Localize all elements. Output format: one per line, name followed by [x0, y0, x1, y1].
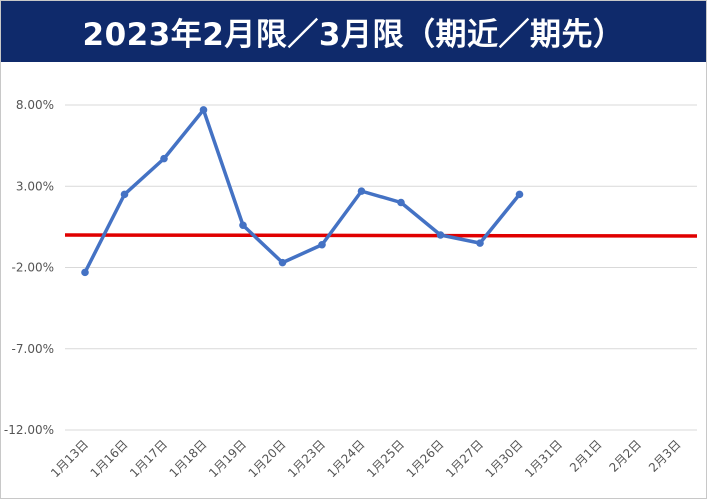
- chart-title: 2023年2月限／3月限（期近／期先）: [82, 17, 625, 53]
- x-tick-label: 2月2日: [606, 437, 644, 475]
- x-tick-label: 1月16日: [88, 437, 131, 480]
- x-tick-label: 2月3日: [646, 437, 684, 475]
- data-point: [318, 240, 326, 249]
- x-tick-label: 1月18日: [167, 437, 210, 480]
- y-tick-label: -2.00%: [12, 261, 54, 275]
- x-tick-label: 1月26日: [404, 437, 447, 480]
- data-point: [397, 198, 405, 207]
- x-tick-label: 1月30日: [483, 437, 526, 480]
- x-tick-label: 1月19日: [206, 437, 249, 480]
- x-tick-label: 1月25日: [364, 437, 407, 480]
- chart-title-bar: 2023年2月限／3月限（期近／期先）: [1, 1, 706, 62]
- x-tick-label: 1月31日: [522, 437, 565, 480]
- y-tick-label: -12.00%: [4, 423, 54, 437]
- data-point: [278, 258, 287, 267]
- data-point: [239, 221, 247, 230]
- data-point: [515, 190, 524, 199]
- data-point: [357, 187, 366, 195]
- data-point: [120, 190, 129, 199]
- y-tick-label: -7.00%: [12, 342, 54, 356]
- data-point: [199, 106, 208, 114]
- data-point: [81, 268, 89, 277]
- x-tick-label: 1月24日: [325, 437, 368, 480]
- y-tick-label: 3.00%: [16, 179, 54, 193]
- x-tick-label: 1月27日: [443, 437, 486, 480]
- x-tick-label: 1月13日: [48, 437, 91, 480]
- data-point: [436, 231, 445, 239]
- x-tick-label: 2月1日: [567, 437, 605, 475]
- x-tick-label: 1月23日: [285, 437, 328, 480]
- series-line: [83, 108, 521, 274]
- x-tick-label: 1月17日: [127, 437, 170, 480]
- y-tick-label: 8.00%: [16, 98, 54, 112]
- x-tick-label: 1月20日: [246, 437, 289, 480]
- data-point: [476, 239, 484, 247]
- reference-line: [64, 233, 698, 238]
- data-point: [160, 154, 168, 163]
